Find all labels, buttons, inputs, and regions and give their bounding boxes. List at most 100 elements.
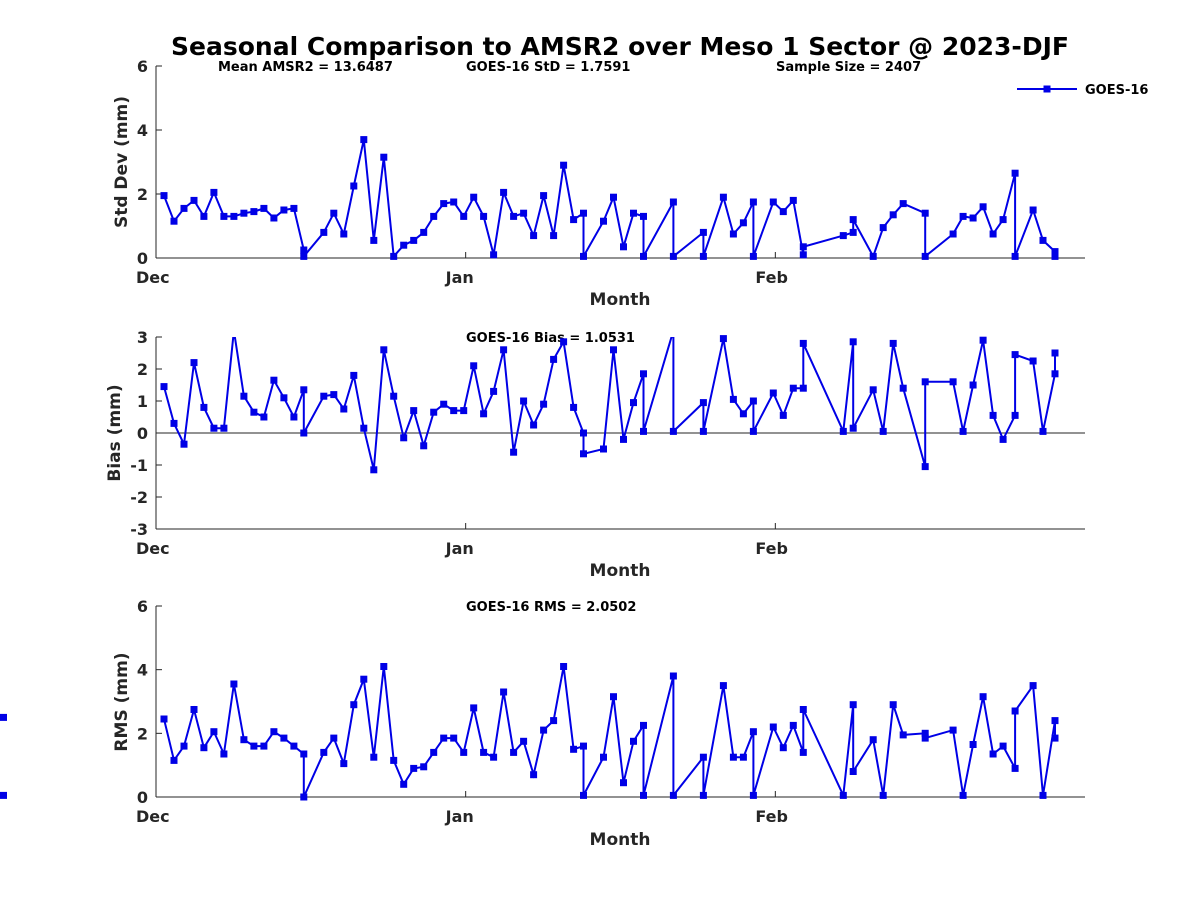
rms-data-point xyxy=(260,742,268,750)
std-data-point xyxy=(160,192,168,200)
std-data-point xyxy=(620,243,627,251)
bias-data-point xyxy=(450,407,458,415)
bias-data-point xyxy=(849,424,857,432)
bias-data-point xyxy=(510,448,518,456)
bias-data-point xyxy=(460,407,468,415)
bias-data-point xyxy=(270,376,278,384)
std-data-point xyxy=(210,188,218,196)
rms-data-point xyxy=(490,753,498,761)
bias-data-point xyxy=(430,408,438,416)
std-data-point xyxy=(350,182,358,190)
std-data-point xyxy=(719,193,727,201)
std-data-point xyxy=(220,212,228,220)
std-data-point xyxy=(480,212,488,220)
bias-data-point xyxy=(550,355,558,363)
std-data-point xyxy=(899,200,907,208)
std-data-point xyxy=(769,198,777,206)
std-data-point xyxy=(839,232,847,240)
std-data-point xyxy=(330,209,338,217)
std-data-point xyxy=(250,208,258,216)
bias-data-point xyxy=(1051,349,1059,357)
std-data-point xyxy=(280,206,288,214)
bias-x-label: Month xyxy=(590,561,651,581)
rms-data-point xyxy=(640,791,647,799)
std-series-line xyxy=(163,139,1056,258)
std-data-point xyxy=(500,188,508,196)
std-data-point xyxy=(799,243,807,251)
rms-data-point xyxy=(550,717,558,725)
std-data-point xyxy=(180,204,188,212)
std-data-point xyxy=(400,241,408,249)
bias-data-point xyxy=(210,424,218,432)
bias-data-point xyxy=(669,427,677,435)
std-data-point xyxy=(879,224,887,232)
bias-data-point xyxy=(969,381,977,389)
std-data-point xyxy=(849,216,857,224)
rms-data-point xyxy=(180,742,188,750)
bias-data-point xyxy=(180,440,188,448)
rms-data-point xyxy=(789,721,797,729)
bias-data-point xyxy=(749,397,757,405)
legend: GOES-16 xyxy=(1017,83,1148,98)
std-data-point xyxy=(600,217,607,225)
rms-data-point xyxy=(0,791,7,799)
rms-data-point xyxy=(410,764,418,772)
rms-data-point xyxy=(610,693,617,701)
std-data-point xyxy=(440,200,448,208)
rms-data-point xyxy=(769,723,777,731)
rms-data-point xyxy=(869,736,877,744)
std-data-point xyxy=(580,209,587,217)
std-data-point xyxy=(420,228,428,236)
bias-data-point xyxy=(280,394,288,402)
rms-data-point xyxy=(430,748,438,756)
std-data-point xyxy=(869,252,877,260)
std-data-point xyxy=(889,211,897,219)
bias-data-point xyxy=(630,399,637,407)
bias-y-tick-label: -3 xyxy=(130,520,148,539)
bias-y-tick-label: 3 xyxy=(137,328,148,347)
bias-data-point xyxy=(999,435,1007,443)
bias-data-point xyxy=(400,434,408,442)
bias-data-point xyxy=(869,386,877,394)
rms-data-point xyxy=(749,728,757,736)
std-data-point xyxy=(1011,252,1019,260)
rms-data-point xyxy=(669,672,677,680)
rms-data-point xyxy=(1029,682,1037,690)
bias-data-point xyxy=(380,346,388,354)
std-data-point xyxy=(1029,206,1037,214)
rms-data-point xyxy=(480,748,488,756)
rms-data-point xyxy=(921,729,929,737)
std-data-point xyxy=(779,208,787,216)
std-data-point xyxy=(1051,252,1059,260)
rms-data-point xyxy=(969,741,977,748)
rms-data-point xyxy=(899,731,907,739)
bias-data-point xyxy=(350,371,358,379)
legend-marker xyxy=(1043,85,1051,93)
bias-data-point xyxy=(779,411,787,419)
rms-data-point xyxy=(999,742,1007,750)
rms-data-point xyxy=(640,721,647,729)
rms-data-point xyxy=(1051,717,1059,725)
bias-data-point xyxy=(1051,370,1059,378)
bias-data-point xyxy=(620,435,627,443)
std-data-point xyxy=(340,230,348,238)
rms-x-label: Month xyxy=(590,830,651,850)
rms-x-tick-label: Feb xyxy=(755,807,788,826)
std-data-point xyxy=(360,136,368,144)
rms-data-point xyxy=(520,737,528,745)
bias-panel: Bias (mm) Month GOES-16 Bias = 1.0531 -3… xyxy=(105,328,1085,581)
bias-data-point xyxy=(440,400,448,408)
rms-data-point xyxy=(580,791,587,799)
std-data-point xyxy=(949,230,957,238)
bias-data-point xyxy=(250,408,258,416)
rms-data-point xyxy=(570,745,578,753)
std-data-point xyxy=(630,209,637,217)
rms-data-point xyxy=(300,750,308,758)
bias-data-point xyxy=(220,424,228,432)
rms-data-point xyxy=(170,756,178,764)
rms-data-point xyxy=(390,756,398,764)
rms-x-tick-label: Jan xyxy=(445,807,474,826)
std-x-tick-label: Feb xyxy=(755,268,788,287)
bias-x-tick-label: Dec xyxy=(136,539,170,558)
bias-data-point xyxy=(1011,351,1019,359)
